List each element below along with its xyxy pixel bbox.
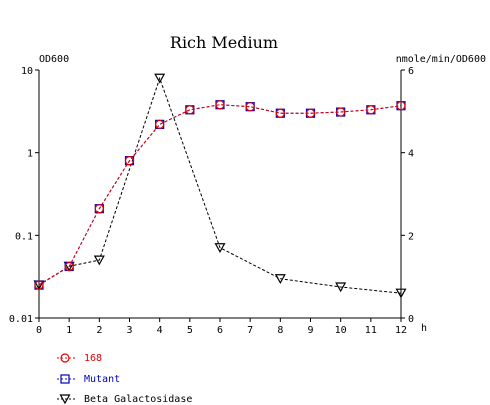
axes xyxy=(35,69,405,322)
y-right-tick-label: 4 xyxy=(408,149,414,160)
y-right-tick-label: 6 xyxy=(408,66,414,77)
data-point xyxy=(245,102,255,112)
x-tick-label: 1 xyxy=(66,325,72,336)
series-line xyxy=(38,104,402,286)
legend-label: 168 xyxy=(84,353,102,364)
legend-label: Mutant xyxy=(84,374,120,385)
y-right-axis-label: nmole/min/OD600 xyxy=(396,54,486,65)
data-point xyxy=(154,73,166,84)
data-point xyxy=(155,119,165,129)
y-left-axis-label: OD600 xyxy=(39,54,69,65)
series-square xyxy=(34,100,406,290)
legend-label: Beta Galactosidase xyxy=(84,394,192,405)
data-point xyxy=(366,105,376,115)
series-line xyxy=(38,104,402,286)
y-left-tick-label: 10 xyxy=(21,66,33,77)
legend-item: 168 xyxy=(57,353,102,364)
legend-item: Mutant xyxy=(57,374,120,385)
x-tick-label: 7 xyxy=(247,325,253,336)
legend: 168 Mutant Beta Galactosidase xyxy=(57,353,192,405)
legend-item: Beta Galactosidase xyxy=(57,394,192,405)
x-tick-label: 12 xyxy=(395,325,407,336)
x-tick-label: 0 xyxy=(36,325,42,336)
legend-marker xyxy=(60,374,70,384)
data-point xyxy=(124,156,135,166)
data-point xyxy=(185,105,195,115)
data-point xyxy=(396,101,406,111)
x-tick-label: 4 xyxy=(157,325,163,336)
x-tick-label: 9 xyxy=(307,325,313,336)
x-tick-label: 8 xyxy=(277,325,283,336)
x-axis-label: h xyxy=(421,323,427,334)
legend-marker xyxy=(59,394,71,405)
legend-marker xyxy=(60,353,70,363)
data-point xyxy=(94,204,104,214)
y-left-tick-label: 0.01 xyxy=(9,314,33,325)
x-tick-label: 6 xyxy=(217,325,223,336)
data-point xyxy=(335,282,347,293)
y-right-tick-label: 2 xyxy=(408,231,414,242)
data-point xyxy=(214,243,226,253)
series-triangle-down xyxy=(33,73,407,299)
series-circle xyxy=(34,100,406,290)
chart-title: Rich Medium xyxy=(170,33,278,52)
x-tick-label: 10 xyxy=(335,325,347,336)
series-line xyxy=(38,76,402,294)
y-right-tick-label: 0 xyxy=(408,314,414,325)
series-layer xyxy=(33,73,407,299)
data-point xyxy=(336,107,346,117)
data-point xyxy=(93,255,105,266)
x-tick-label: 11 xyxy=(365,325,377,336)
data-point xyxy=(215,100,225,110)
x-tick-label: 5 xyxy=(187,325,193,336)
data-point xyxy=(274,274,286,284)
data-point xyxy=(64,261,74,272)
data-point xyxy=(34,280,44,290)
y-left-tick-label: 0.1 xyxy=(15,231,33,242)
x-tick-label: 2 xyxy=(96,325,102,336)
data-point xyxy=(275,108,285,118)
x-tick-label: 3 xyxy=(126,325,132,336)
y-left-tick-label: 1 xyxy=(27,149,33,160)
data-point xyxy=(305,108,316,118)
data-point xyxy=(395,288,407,299)
